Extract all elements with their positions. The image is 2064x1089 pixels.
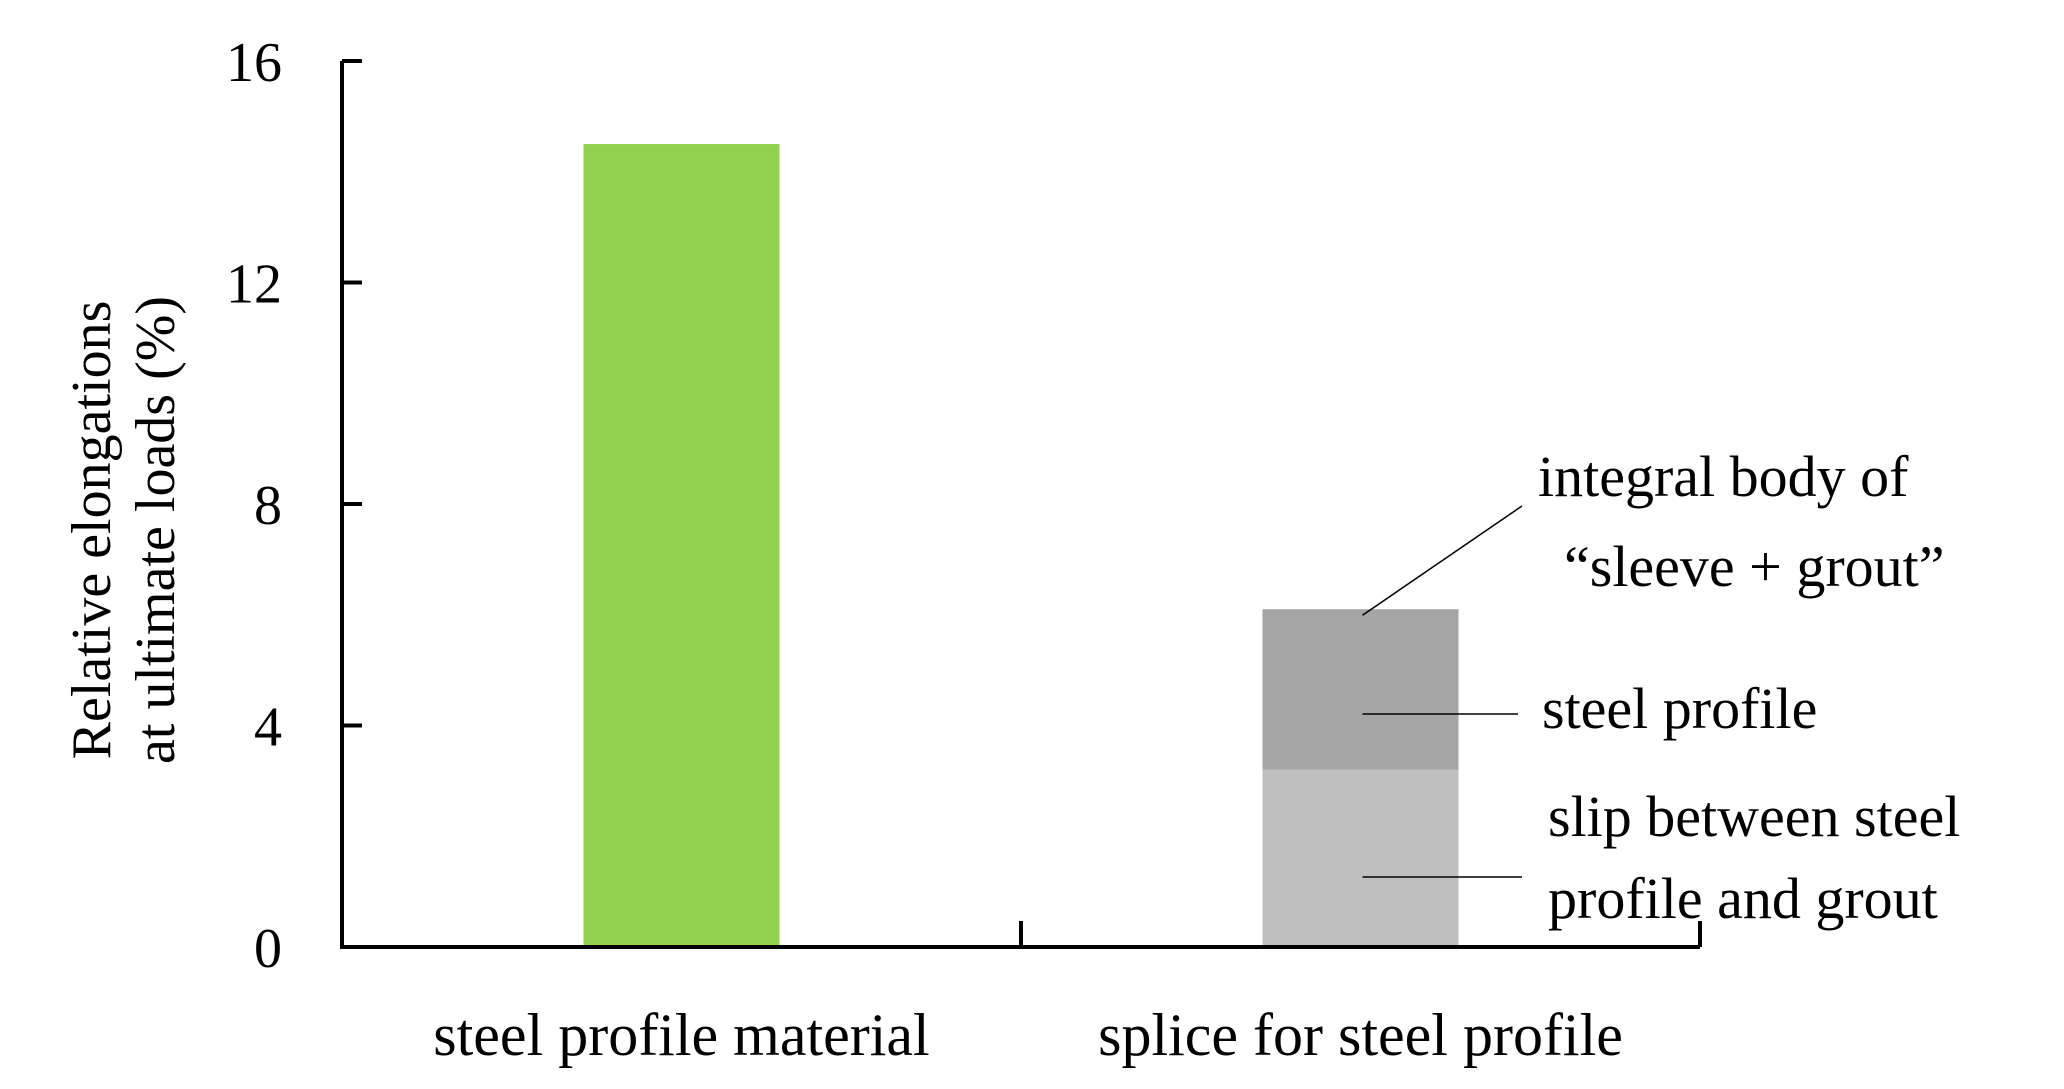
y-axis-title: Relative elongationsat ultimate loads (%… xyxy=(61,296,187,764)
x-category-label-2: splice for steel profile xyxy=(1098,1002,1623,1068)
bar-2-segment-2 xyxy=(1262,609,1459,770)
annotation-slip-line-1: slip between steel xyxy=(1548,784,1960,849)
bars xyxy=(583,144,1459,947)
y-tick-label-0: 0 xyxy=(254,918,282,980)
y-ticks: 0 4 8 12 16 xyxy=(226,32,362,980)
annotation-integral-body-line-2: “sleeve + grout” xyxy=(1564,534,1945,599)
y-axis-title-line-1: Relative elongations xyxy=(61,301,123,760)
bar-2-segment-1 xyxy=(1262,769,1459,947)
y-tick-label-12: 12 xyxy=(226,254,282,316)
annotation-steel-profile-line-1: steel profile xyxy=(1542,676,1817,741)
y-tick-label-8: 8 xyxy=(254,475,282,537)
y-tick-label-4: 4 xyxy=(254,697,282,759)
y-tick-label-16: 16 xyxy=(226,32,282,94)
annotation-slip-line-2: profile and grout xyxy=(1548,866,1938,931)
bar-1-segment-1 xyxy=(583,144,780,947)
leader-line-integral-body xyxy=(1362,505,1523,616)
axes xyxy=(340,61,1702,949)
annotations: slip between steel profile and grout steel… xyxy=(1362,444,1960,931)
x-category-label-1: steel profile material xyxy=(433,1002,929,1068)
y-axis-title-text: Relative elongationsat ultimate loads (%… xyxy=(61,296,187,764)
annotation-integral-body-line-1: integral body of xyxy=(1538,444,1909,509)
y-axis-title-line-2: at ultimate loads (%) xyxy=(125,296,187,764)
x-labels: steel profile material splice for steel p… xyxy=(433,1002,1623,1068)
